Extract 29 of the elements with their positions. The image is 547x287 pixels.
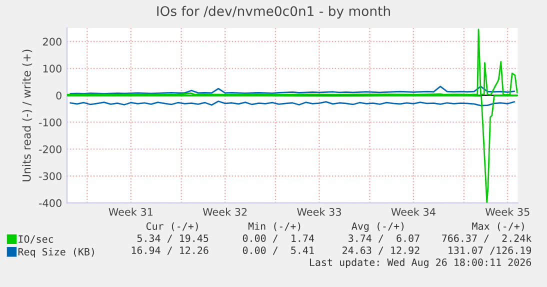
text: 0.00 / 1.74 [242,234,314,243]
chart-title: IOs for /dev/nvme0c0n1 - by month [157,6,390,19]
text: Max (-/+) [472,222,524,232]
y-tick-label: 0 [56,92,62,100]
text: 0.00 / 5.41 [242,246,314,255]
y-tick-label: -400 [39,199,62,208]
y-tick-label: 100 [43,64,62,73]
text: Min (-/+) [248,222,300,232]
text: 16.94 / 12.26 [132,246,208,255]
x-tick-label: Week 33 [297,208,341,216]
y-tick-label: 200 [43,38,62,46]
text: 24.63 / 12.92 [342,246,420,255]
text: 3.74 / 6.07 [348,234,420,243]
x-tick-label: Week 34 [391,208,436,216]
y-tick-label: -100 [39,118,62,126]
y-tick-label: -200 [39,145,62,154]
text: 131.07 /126.19 [448,246,532,255]
x-tick-label: Week 35 [485,208,530,216]
text: Last update: Wed Aug 26 18:00:11 2026 [310,258,532,268]
y-axis-title: Units read (-) / write (+) [22,50,32,182]
text: Cur (-/+) [146,222,198,232]
x-tick-label: Week 32 [202,208,247,216]
x-tick-label: Week 31 [108,208,153,216]
y-tick-label: -300 [39,172,62,180]
text: 5.34 / 19.45 [137,234,208,243]
legend-label: Req Size (KB) [18,248,94,258]
text: 766.37 / 2.24k [442,234,532,243]
legend-label: IO/sec [18,235,54,244]
text: Avg (-/+) [352,222,404,232]
